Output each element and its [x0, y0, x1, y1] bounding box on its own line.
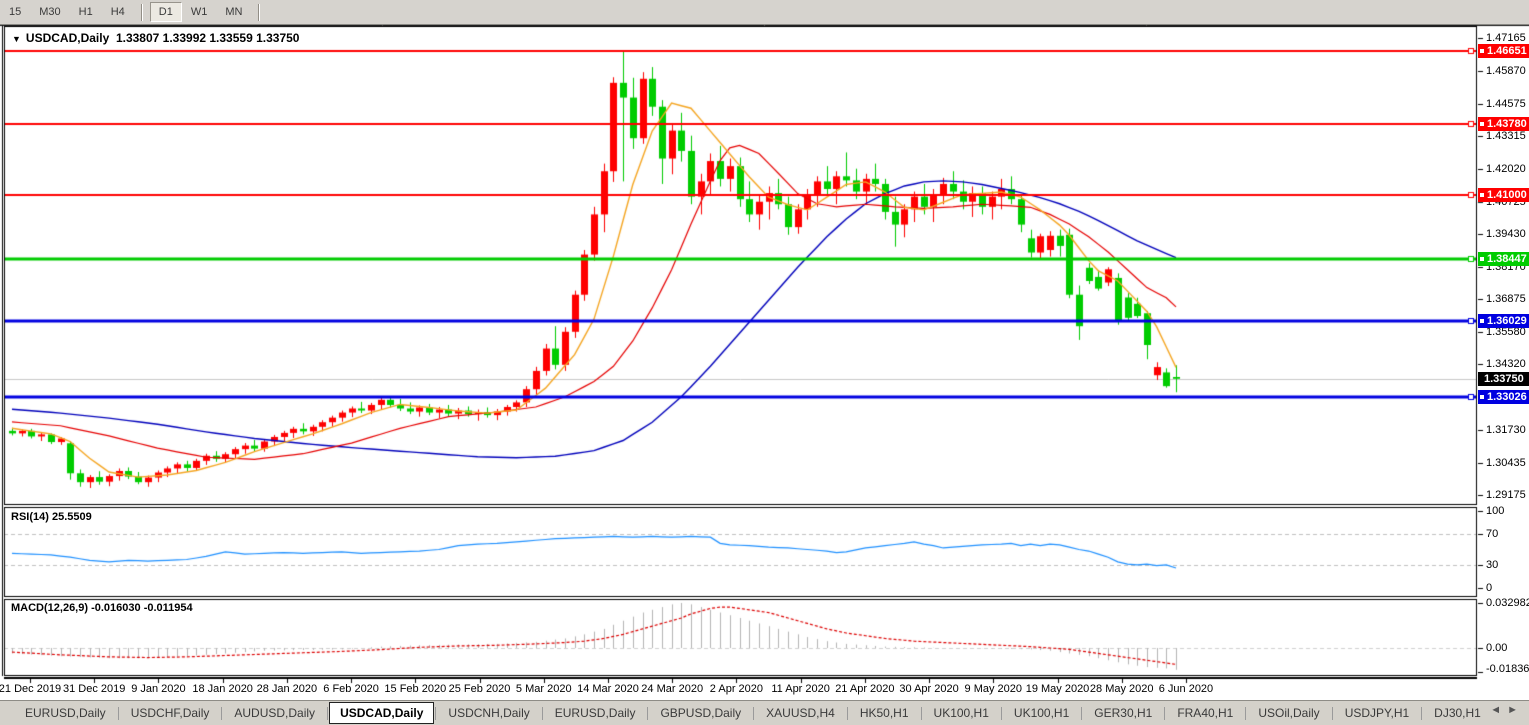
tab-usdcnh-daily[interactable]: USDCNH,Daily: [448, 706, 530, 720]
price-axis-tick: 1.47165: [1486, 32, 1526, 44]
tab-dj30-h1[interactable]: DJ30,H1: [1434, 706, 1481, 720]
tab-divider: [1164, 706, 1166, 720]
date-axis-label: 9 May 2020: [964, 683, 1023, 695]
date-axis-label: 18 Jan 2020: [192, 683, 253, 695]
date-axis-label: 28 Jan 2020: [256, 683, 318, 695]
date-axis-label: 25 Feb 2020: [448, 683, 511, 695]
price-axis-tick: 1.34320: [1486, 358, 1526, 371]
date-axis-label: 19 May 2020: [1025, 683, 1090, 695]
line-handle-icon: [1480, 318, 1484, 323]
tab-divider: [1331, 706, 1333, 720]
rsi-name: RSI(14): [11, 511, 49, 523]
rsi-value: 25.5509: [51, 511, 92, 523]
macd-axis-tick: -0.01836: [1486, 663, 1529, 675]
tab-divider: [221, 706, 223, 720]
tab-divider: [647, 706, 649, 720]
tab-divider: [1421, 706, 1423, 720]
rsi-axis-tick: 100: [1486, 505, 1505, 517]
tab-fra40-h1[interactable]: FRA40,H1: [1177, 706, 1234, 720]
tab-uk100-h1[interactable]: UK100,H1: [1013, 706, 1070, 720]
tab-usdchf-daily[interactable]: USDCHF,Daily: [130, 706, 210, 720]
macd-values: -0.016030 -0.011954: [91, 602, 193, 614]
date-axis-label: 30 Apr 2020: [899, 683, 959, 695]
date-axis-label: 21 Dec 2019: [0, 683, 62, 695]
price-line-label: 1.43780: [1478, 116, 1529, 131]
date-axis-label: 9 Jan 2020: [131, 683, 186, 695]
current-price-label: 1.33750: [1478, 371, 1529, 386]
price-axis-tick: 1.29175: [1486, 489, 1526, 501]
tab-divider: [920, 706, 922, 720]
tab-scroll-left-button[interactable]: ◄: [1490, 704, 1508, 716]
tab-usoil-daily[interactable]: USOil,Daily: [1258, 706, 1320, 720]
price-line-label: 1.41000: [1478, 187, 1529, 202]
tab-divider: [1245, 706, 1247, 720]
tab-ger30-h1[interactable]: GER30,H1: [1094, 706, 1153, 720]
date-axis-label: 5 Mar 2020: [515, 683, 572, 695]
date-axis-label: 6 Jun 2020: [1158, 683, 1214, 695]
tab-uk100-h1[interactable]: UK100,H1: [933, 706, 989, 720]
price-axis-tick: 1.36875: [1486, 293, 1526, 306]
date-axis-label: 15 Feb 2020: [384, 683, 447, 695]
line-handle-icon: [1480, 192, 1484, 197]
tab-divider: [846, 706, 848, 720]
rsi-axis-tick: 70: [1486, 528, 1499, 541]
tab-usdcad-daily[interactable]: USDCAD,Daily: [329, 702, 435, 724]
tab-eurusd-daily[interactable]: EURUSD,Daily: [25, 706, 106, 720]
line-handle-icon: [1480, 395, 1484, 400]
line-handle-icon: [1480, 121, 1484, 126]
price-axis-tick: 1.30435: [1486, 456, 1526, 469]
date-axis-label: 6 Feb 2020: [323, 683, 379, 695]
tab-divider: [541, 706, 543, 720]
tab-divider: [327, 706, 329, 720]
date-axis-label: 2 Apr 2020: [709, 683, 764, 695]
tab-usdjpy-h1[interactable]: USDJPY,H1: [1344, 706, 1410, 720]
date-axis-label: 24 Mar 2020: [641, 683, 704, 695]
price-axis-tick: 1.31730: [1486, 424, 1526, 437]
price-axis-tick: 1.35580: [1486, 326, 1526, 339]
price-axis-tick: 1.45870: [1486, 64, 1526, 77]
tab-divider: [117, 706, 119, 720]
chart-dropdown-icon[interactable]: ▼: [12, 34, 21, 44]
price-axis-tick: 1.39430: [1486, 228, 1526, 241]
date-axis-label: 28 May 2020: [1089, 683, 1154, 695]
tab-eurusd-daily[interactable]: EURUSD,Daily: [554, 706, 636, 720]
chart-ohlc-values: 1.33807 1.33992 1.33559 1.33750: [115, 31, 300, 45]
line-handle-icon: [1480, 257, 1484, 262]
rsi-axis-tick: 0: [1486, 582, 1493, 594]
macd-name: MACD(12,26,9): [11, 602, 89, 614]
tab-divider: [1000, 706, 1002, 720]
tab-divider: [753, 706, 755, 720]
date-axis-label: 21 Apr 2020: [835, 683, 895, 695]
price-line-label: 1.46651: [1478, 44, 1529, 59]
date-axis-label: 11 Apr 2020: [771, 683, 830, 695]
tab-gbpusd-daily[interactable]: GBPUSD,Daily: [660, 706, 742, 720]
line-handle-icon: [1480, 49, 1484, 54]
rsi-indicator-label: RSI(14) 25.5509: [11, 511, 92, 523]
tab-divider: [435, 706, 437, 720]
tab-scroll-arrows: ◄►: [1490, 704, 1524, 716]
price-line-label: 1.36029: [1478, 313, 1529, 328]
tab-scroll-right-button[interactable]: ►: [1507, 704, 1524, 716]
macd-axis-tick: 0.032982: [1486, 597, 1529, 609]
rsi-axis-tick: 30: [1486, 558, 1499, 571]
tab-xauusd-h4[interactable]: XAUUSD,H4: [766, 706, 835, 720]
price-axis-tick: 1.42020: [1486, 162, 1526, 175]
tab-hk50-h1[interactable]: HK50,H1: [859, 706, 909, 720]
chart-tab-bar: EURUSD,Daily USDCHF,Daily AUDUSD,Daily USDC…: [0, 700, 1529, 725]
price-axis-tick: 1.44575: [1486, 97, 1526, 110]
date-axis-label: 31 Dec 2019: [63, 683, 126, 695]
price-axis-tick: 1.43315: [1486, 129, 1526, 142]
macd-axis-tick: 0.00: [1486, 642, 1508, 654]
price-line-label: 1.33026: [1478, 390, 1529, 405]
date-axis-label: 14 Mar 2020: [577, 683, 639, 695]
macd-indicator-label: MACD(12,26,9) -0.016030 -0.011954: [11, 602, 193, 614]
price-line-label: 1.38447: [1478, 252, 1529, 267]
chart-title: ▼ USDCAD,Daily 1.33807 1.33992 1.33559 1.…: [12, 31, 299, 45]
chart-symbol-label: USDCAD,Daily: [25, 31, 110, 45]
tab-divider: [1081, 706, 1083, 720]
tab-audusd-daily[interactable]: AUDUSD,Daily: [234, 706, 316, 720]
